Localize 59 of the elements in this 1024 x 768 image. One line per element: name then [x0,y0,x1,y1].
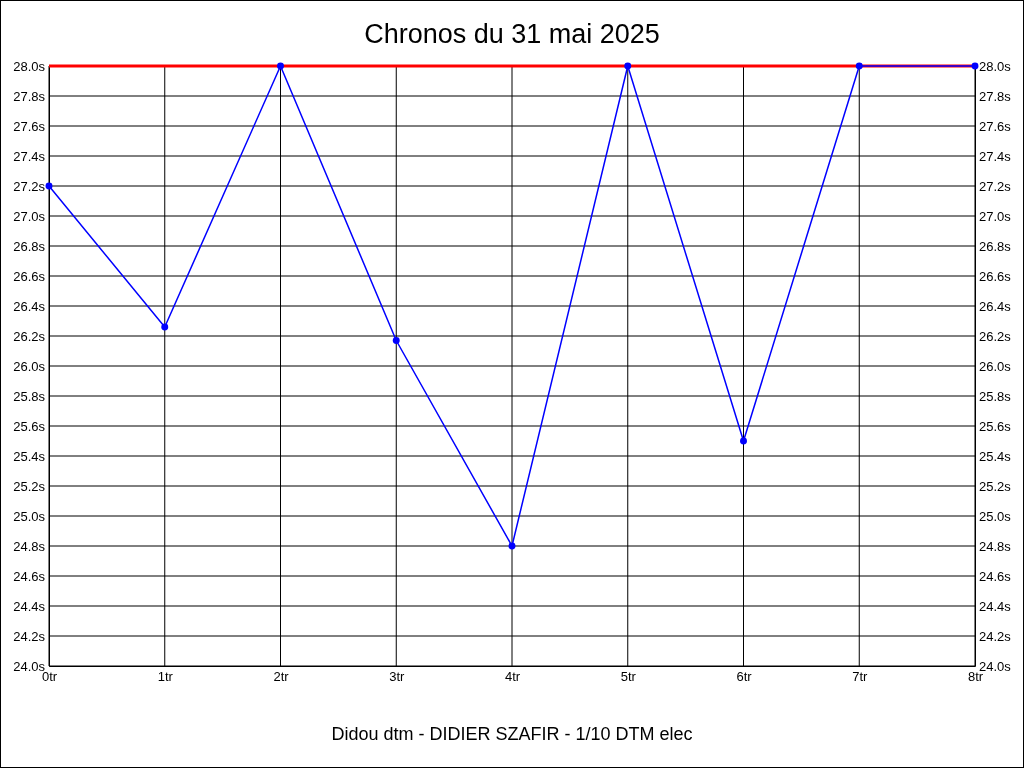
text: Didou dtm - DIDIER SZAFIR - 1/10 DTM elec [331,724,693,744]
y-tick-label: 27.8s [13,88,46,104]
y-tick-label: 25.0s [13,508,46,524]
y2-tick-label: 24.2s [979,628,1012,644]
y-tick-label: 26.4s [13,298,46,314]
y-tick-label: 27.6s [13,118,46,134]
y-tick-label: 26.2s [13,328,46,344]
y-tick-label: 27.0s [13,208,46,224]
x-tick-label: 7tr [852,669,869,685]
y-tick-label: 24.4s [13,598,46,614]
y2-tick-label: 26.2s [979,328,1012,344]
y-tick-label: 27.2s [13,178,46,194]
x-tick-label: 3tr [389,669,406,685]
y-tick-label: 25.6s [13,418,46,434]
y-tick-label: 24.2s [13,628,46,644]
x-tick-label: 6tr [736,669,753,685]
y2-tick-label: 28.0s [979,58,1012,74]
point [161,323,169,331]
point [624,62,632,70]
y-tick-label: 25.2s [13,478,46,494]
y2-tick-label: 27.6s [979,118,1012,134]
y2-tick-label: 27.0s [979,208,1012,224]
y2-tick-label: 26.6s [979,268,1012,284]
y2-tick-label: 24.4s [979,598,1012,614]
y-tick-label: 24.8s [13,538,46,554]
y-tick-label: 24.6s [13,568,46,584]
point [45,182,53,190]
y2-tick-label: 24.8s [979,538,1012,554]
point [855,62,863,70]
y-tick-label: 25.8s [13,388,46,404]
y2-tick-label: 26.8s [979,238,1012,254]
y-tick-label: 27.4s [13,148,46,164]
y2-tick-label: 26.4s [979,298,1012,314]
y2-tick-label: 24.6s [979,568,1012,584]
y-tick-label: 28.0s [13,58,46,74]
x-tick-label: 1tr [157,669,174,685]
point [971,62,979,70]
point [277,62,284,70]
y2-tick-label: 27.8s [979,88,1012,104]
y2-tick-label: 25.6s [979,418,1012,434]
y-tick-label: 26.8s [13,238,46,254]
y-tick-label: 26.6s [13,268,46,284]
point [740,437,747,445]
chart-title: Chronos du 31 mai 2025 [364,19,660,49]
point [508,542,516,550]
y2-tick-label: 25.0s [979,508,1012,524]
y2-tick-label: 25.2s [979,478,1012,494]
y2-tick-label: 27.2s [979,178,1012,194]
point [392,337,400,344]
x-tick-label: 4tr [504,669,521,685]
y2-tick-label: 25.4s [979,448,1012,464]
x-tick-label: 5tr [620,669,637,685]
y2-tick-label: 24.0s [979,658,1012,674]
y-tick-label: 26.0s [13,358,46,374]
y2-tick-label: 26.0s [979,358,1012,374]
x-tick-label: 2tr [273,669,290,685]
y-tick-label: 25.4s [13,448,46,464]
y2-tick-label: 27.4s [979,148,1012,164]
y2-tick-label: 25.8s [979,388,1012,404]
